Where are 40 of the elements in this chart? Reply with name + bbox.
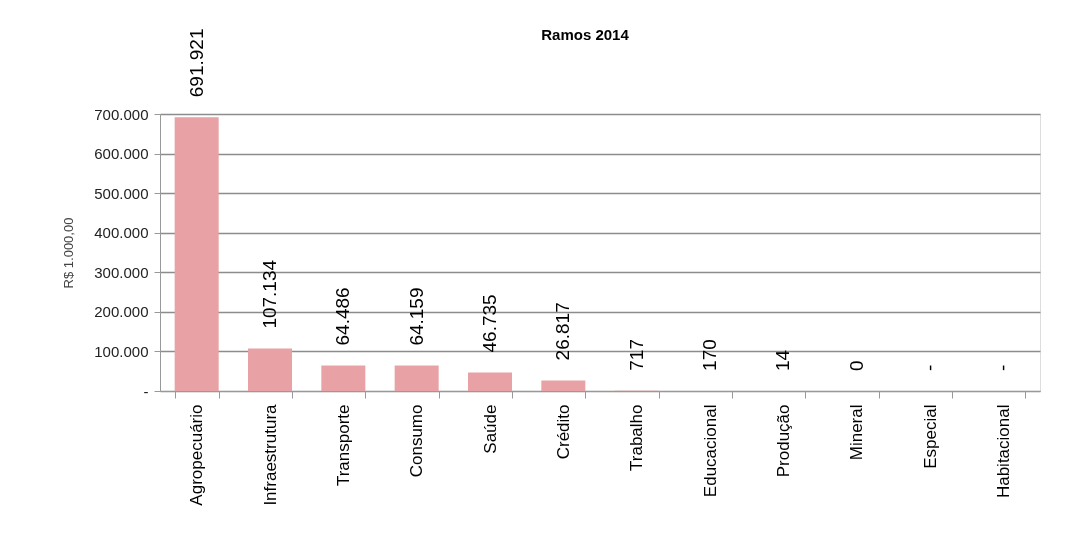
data-label: 170 — [699, 339, 720, 371]
data-label: 64.486 — [332, 287, 354, 346]
x-tick-label: Habitacional — [993, 404, 1013, 499]
y-tick-label: 400.000 — [94, 224, 149, 242]
x-tick-label: Especial — [920, 404, 940, 469]
y-tick-label: 100.000 — [94, 342, 149, 360]
y-tick-label: 200.000 — [94, 303, 149, 321]
data-label: - — [992, 364, 1014, 371]
chart-title: Ramos 2014 — [541, 25, 630, 43]
bar — [541, 380, 586, 391]
data-label: 64.159 — [405, 287, 427, 346]
bar — [321, 365, 366, 391]
y-tick-label: 500.000 — [94, 184, 149, 202]
x-tick-label: Produção — [773, 404, 793, 478]
x-tick-label: Trabalho — [627, 404, 647, 471]
x-tick-label: Educacional — [700, 404, 720, 498]
x-tick-label: Crédito — [553, 404, 573, 460]
x-tick-label: Agropecuário — [187, 404, 207, 506]
y-tick-label: - — [143, 382, 149, 400]
x-tick-label: Infraestrutura — [260, 403, 280, 506]
data-label: 14 — [772, 349, 794, 371]
x-tick-label: Saúde — [480, 404, 500, 454]
bar — [394, 365, 439, 391]
y-tick-label: 700.000 — [94, 105, 149, 123]
data-label: 46.735 — [479, 294, 500, 353]
data-label: 0 — [845, 360, 867, 371]
x-tick-label: Consumo — [407, 404, 427, 478]
y-tick-label: 600.000 — [94, 145, 149, 163]
x-tick-label: Transporte — [333, 404, 353, 487]
bar — [248, 348, 292, 391]
data-label: 691.921 — [185, 28, 207, 98]
data-label: 107.134 — [259, 259, 280, 329]
data-label: - — [919, 364, 940, 371]
bar — [468, 372, 512, 391]
data-label: 717 — [625, 339, 647, 371]
y-tick-label: 300.000 — [94, 263, 149, 281]
x-tick-label: Mineral — [847, 404, 867, 461]
bar — [174, 117, 219, 391]
data-label: 26.817 — [552, 302, 574, 361]
y-axis-title: R$ 1.000,00 — [61, 217, 77, 289]
